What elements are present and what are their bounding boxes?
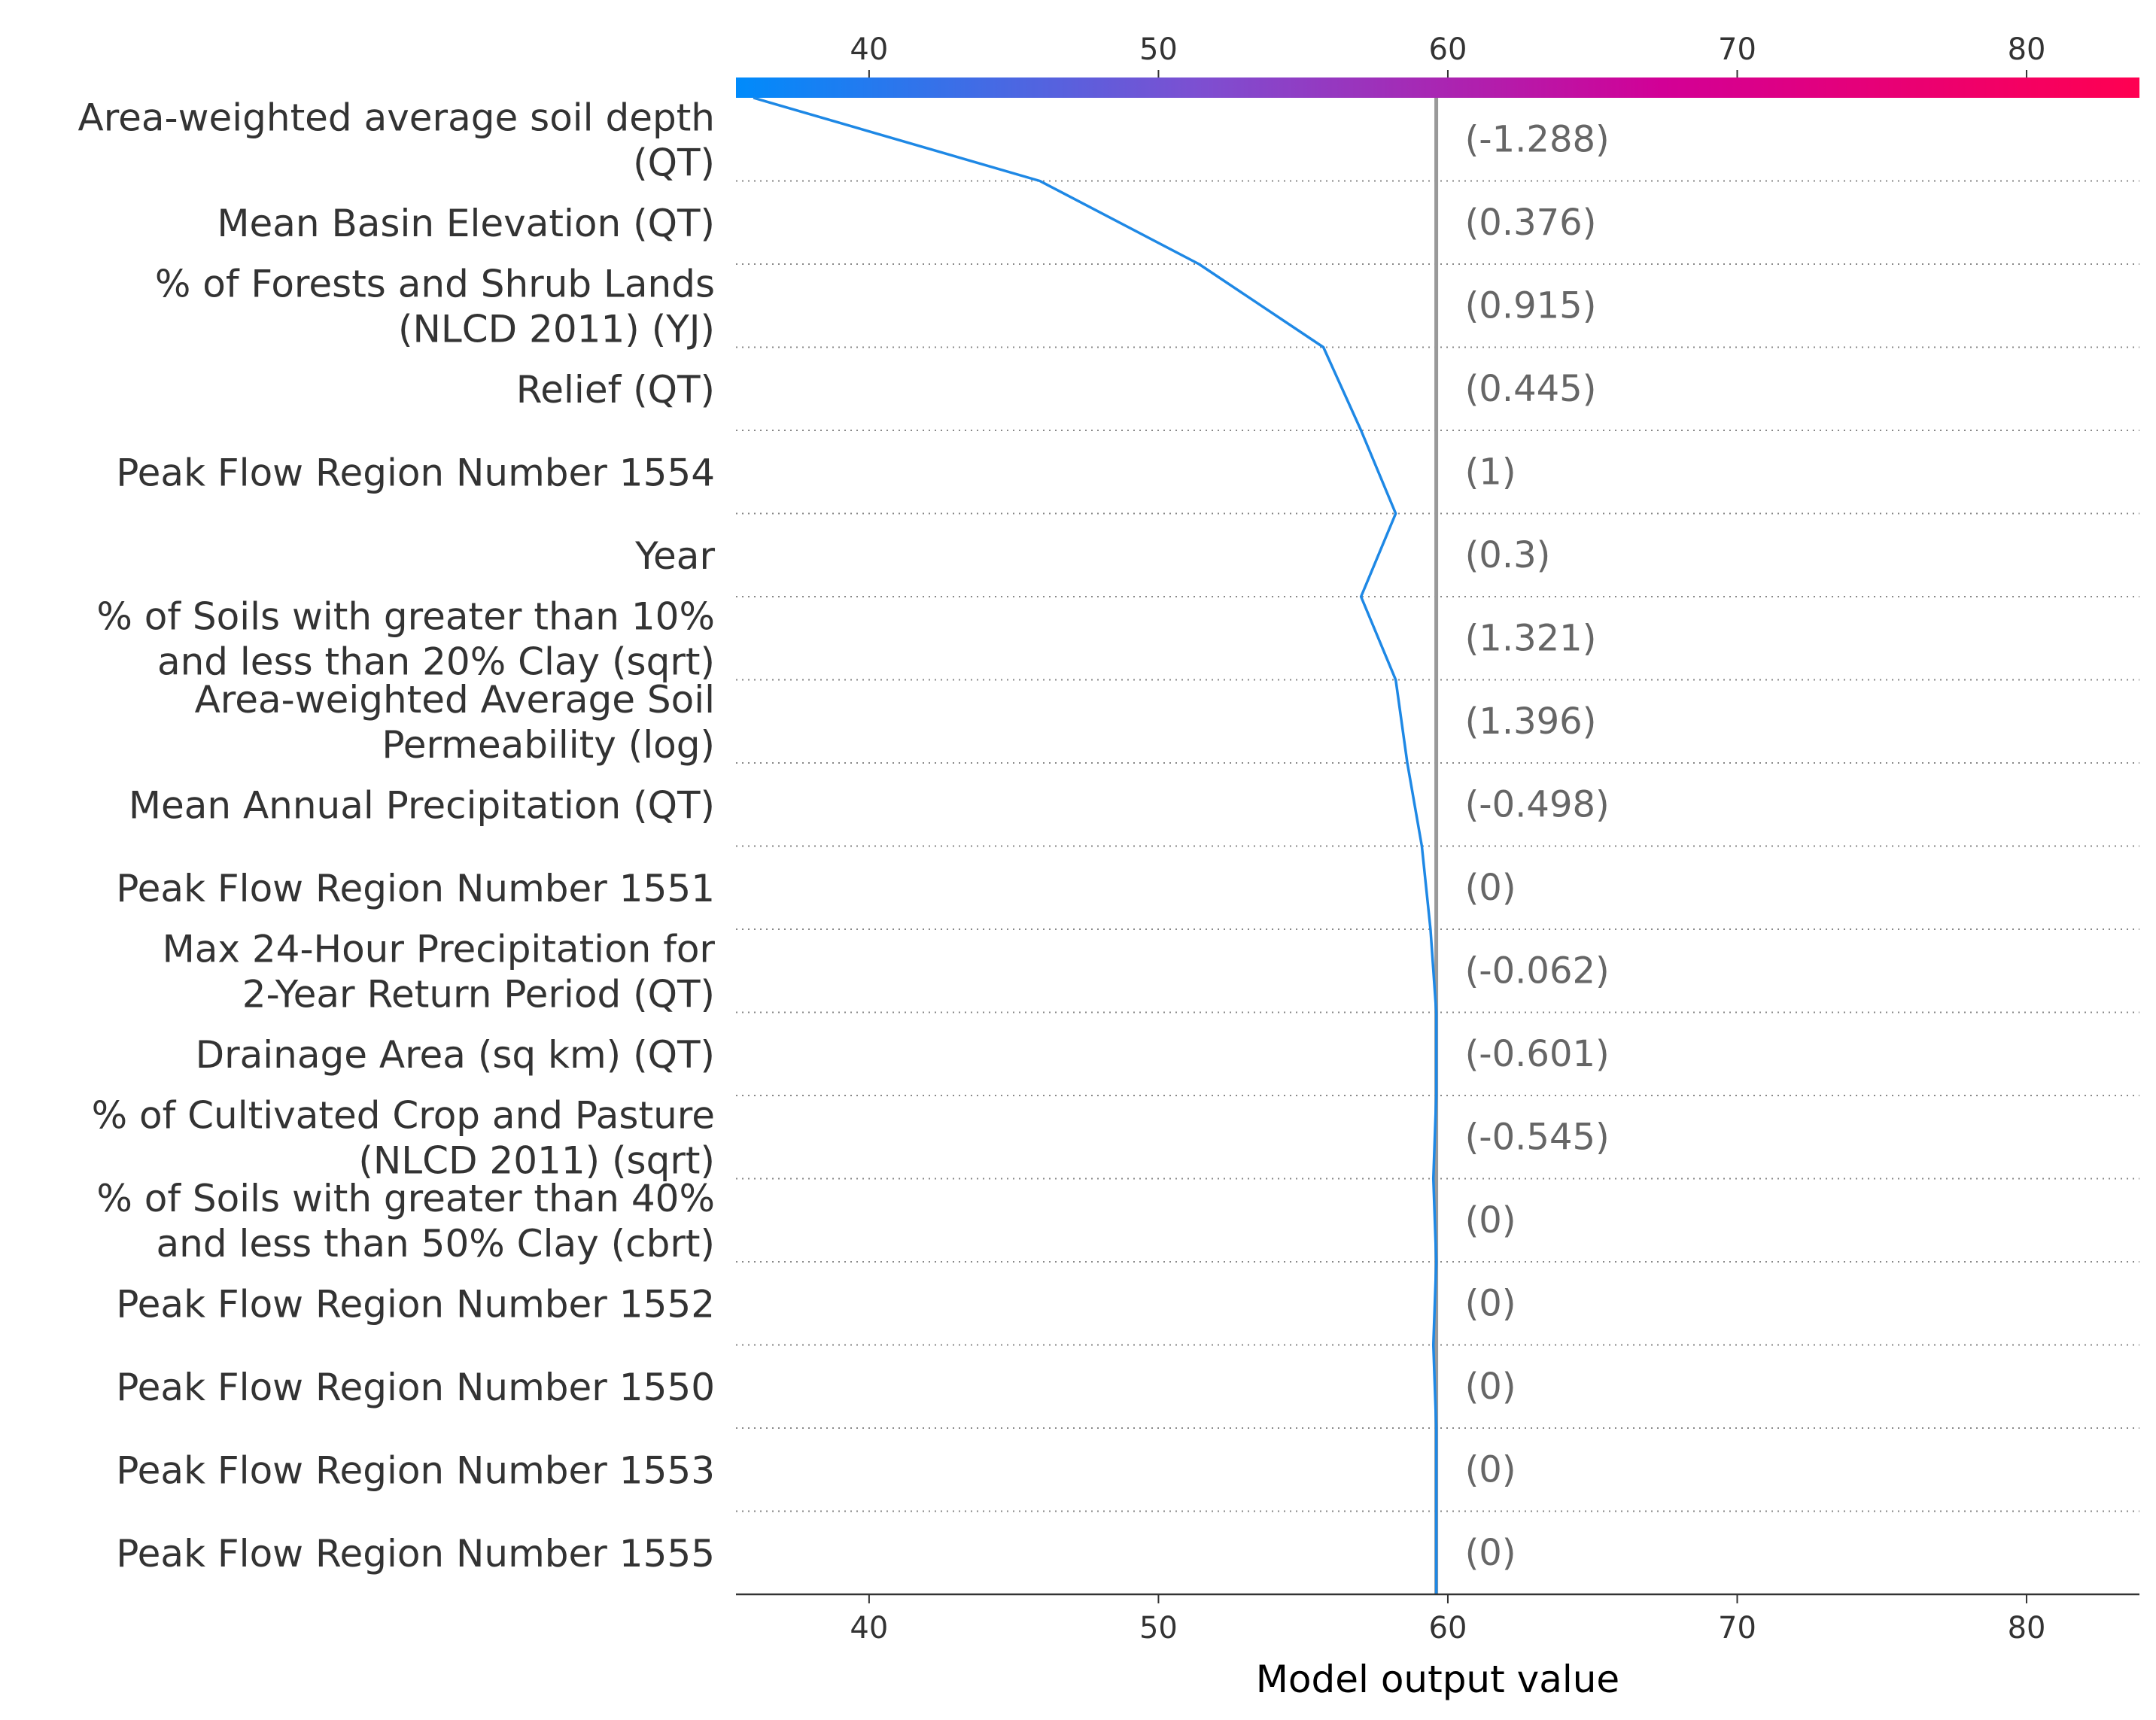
bottom-tick-label: 50 bbox=[1139, 1611, 1178, 1646]
top-axis-ticks: 40 50 60 70 80 bbox=[850, 32, 2045, 77]
top-tick-label: 80 bbox=[2008, 32, 2046, 67]
feature-value-label: (0) bbox=[1465, 1532, 1516, 1574]
feature-label: % of Soils with greater than 10% bbox=[96, 594, 715, 638]
feature-value-label: (0) bbox=[1465, 867, 1516, 909]
feature-value-label: (1.396) bbox=[1465, 700, 1597, 743]
bottom-tick-label: 80 bbox=[2008, 1611, 2046, 1646]
colorbar-gradient bbox=[736, 77, 2139, 98]
feature-label: Area-weighted average soil depth bbox=[78, 96, 715, 139]
feature-label: Peak Flow Region Number 1553 bbox=[116, 1448, 715, 1492]
feature-label: Permeability (log) bbox=[382, 723, 715, 767]
feature-value-label: (0.3) bbox=[1465, 534, 1551, 576]
feature-value-label: (0.445) bbox=[1465, 368, 1597, 410]
feature-label: Peak Flow Region Number 1551 bbox=[116, 867, 715, 910]
feature-label: Area-weighted Average Soil bbox=[195, 678, 715, 722]
bottom-tick-label: 60 bbox=[1429, 1611, 1467, 1646]
feature-label: Peak Flow Region Number 1550 bbox=[116, 1366, 715, 1409]
feature-value-labels: (-1.288) (0.376) (0.915) (0.445) (1) (0.3) (1.… bbox=[1465, 118, 1610, 1574]
feature-value-label: (0) bbox=[1465, 1366, 1516, 1408]
feature-label: % of Forests and Shrub Lands bbox=[155, 262, 715, 305]
x-axis-title: Model output value bbox=[1256, 1658, 1619, 1701]
feature-value-label: (0.376) bbox=[1465, 202, 1597, 244]
feature-label: Mean Basin Elevation (QT) bbox=[217, 202, 715, 245]
feature-label: Drainage Area (sq km) (QT) bbox=[196, 1033, 715, 1077]
feature-label: % of Cultivated Crop and Pasture bbox=[92, 1093, 715, 1137]
feature-value-label: (0) bbox=[1465, 1199, 1516, 1241]
feature-value-label: (1) bbox=[1465, 451, 1516, 493]
feature-label: Peak Flow Region Number 1554 bbox=[116, 451, 715, 494]
feature-value-label: (-0.062) bbox=[1465, 950, 1610, 992]
feature-label: Mean Annual Precipitation (QT) bbox=[129, 783, 715, 827]
feature-value-label: (1.321) bbox=[1465, 617, 1597, 659]
top-tick-label: 50 bbox=[1139, 32, 1178, 67]
feature-label: and less than 50% Clay (cbrt) bbox=[157, 1222, 715, 1266]
top-tick-label: 60 bbox=[1429, 32, 1467, 67]
feature-label: Relief (QT) bbox=[516, 368, 715, 412]
feature-value-label: (-0.498) bbox=[1465, 783, 1610, 825]
feature-value-label: (-0.545) bbox=[1465, 1116, 1610, 1158]
feature-label: (NLCD 2011) (YJ) bbox=[398, 307, 715, 351]
feature-label: (QT) bbox=[633, 141, 715, 184]
feature-value-label: (-1.288) bbox=[1465, 118, 1610, 160]
feature-label: 2-Year Return Period (QT) bbox=[242, 972, 715, 1016]
feature-label: and less than 20% Clay (sqrt) bbox=[157, 640, 715, 683]
bottom-tick-label: 40 bbox=[850, 1611, 888, 1646]
feature-value-label: (-0.601) bbox=[1465, 1033, 1610, 1075]
feature-label: Max 24-Hour Precipitation for bbox=[163, 927, 716, 971]
top-tick-label: 70 bbox=[1718, 32, 1756, 67]
feature-value-label: (0.915) bbox=[1465, 284, 1597, 327]
top-tick-label: 40 bbox=[850, 32, 888, 67]
bottom-tick-label: 70 bbox=[1718, 1611, 1756, 1646]
feature-labels: Area-weighted average soil depth(QT) Mean… bbox=[78, 96, 715, 1576]
feature-label: (NLCD 2011) (sqrt) bbox=[358, 1138, 715, 1182]
feature-value-label: (0) bbox=[1465, 1448, 1516, 1491]
feature-label: Year bbox=[634, 534, 715, 578]
feature-label: Peak Flow Region Number 1552 bbox=[116, 1282, 715, 1326]
feature-value-label: (0) bbox=[1465, 1282, 1516, 1324]
feature-label: % of Soils with greater than 40% bbox=[96, 1177, 715, 1220]
decision-path-line bbox=[753, 96, 1438, 1594]
bottom-axis-ticks: 40 50 60 70 80 bbox=[850, 1594, 2045, 1646]
feature-label: Peak Flow Region Number 1555 bbox=[116, 1532, 715, 1576]
colorbar bbox=[736, 77, 2139, 98]
